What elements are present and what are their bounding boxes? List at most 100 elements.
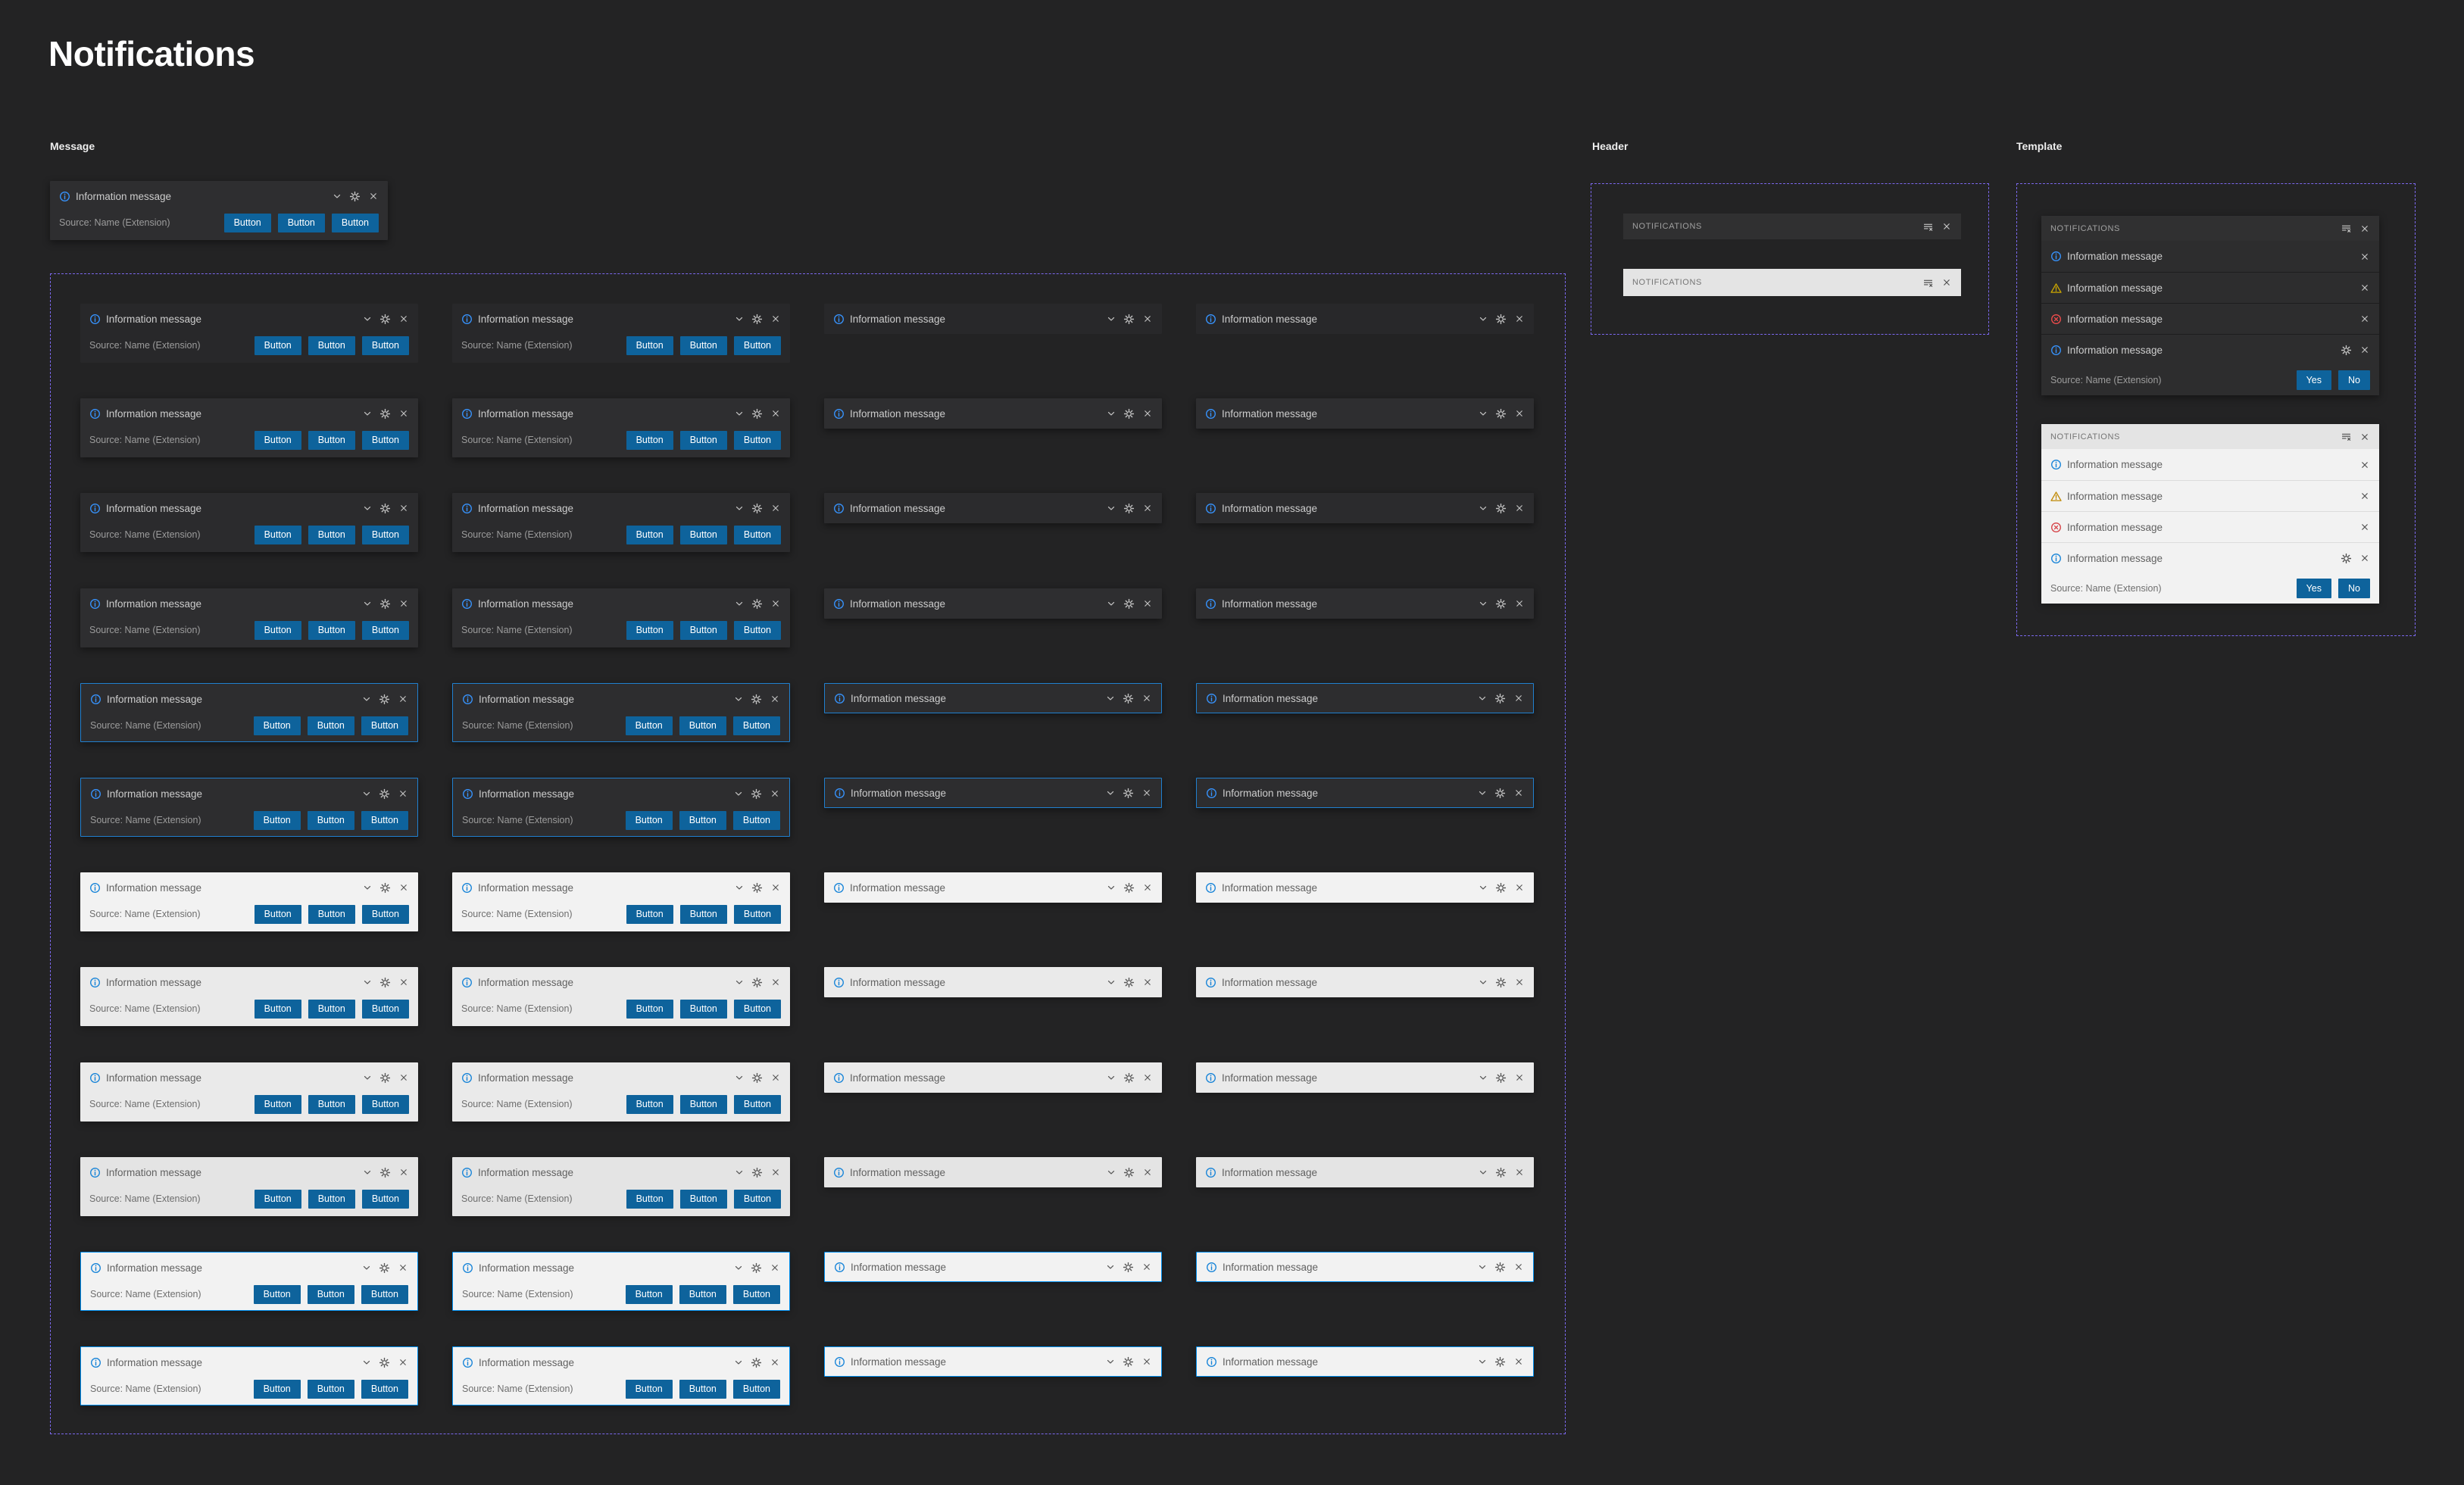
chevron-down-icon[interactable] (360, 597, 374, 611)
close-icon[interactable] (768, 312, 782, 326)
toast-action-button[interactable]: Button (308, 1189, 355, 1209)
toast-action-button[interactable]: Button (733, 1189, 781, 1209)
chevron-down-icon[interactable] (1104, 881, 1118, 895)
toast-action-button[interactable]: Button (679, 1284, 726, 1304)
toast-action-button[interactable]: Button (733, 1094, 781, 1114)
close-icon[interactable] (1939, 276, 1953, 290)
close-icon[interactable] (767, 1261, 782, 1275)
toast-action-button[interactable]: Button (307, 1284, 354, 1304)
close-icon[interactable] (768, 881, 782, 895)
gear-icon[interactable] (1121, 1260, 1135, 1274)
close-icon[interactable] (1140, 597, 1154, 611)
gear-icon[interactable] (1494, 597, 1508, 611)
close-icon[interactable] (1512, 975, 1526, 990)
chevron-down-icon[interactable] (1475, 1355, 1489, 1369)
toast-action-button[interactable]: Button (308, 430, 355, 450)
toast-action-button[interactable]: Button (733, 335, 781, 355)
toast-action-button[interactable]: Button (253, 1284, 301, 1304)
gear-icon[interactable] (1122, 1165, 1136, 1180)
chevron-down-icon[interactable] (1103, 786, 1117, 800)
gear-icon[interactable] (2339, 343, 2353, 357)
toast-action-button[interactable]: Button (307, 1379, 354, 1399)
toast-action-button[interactable]: Button (733, 904, 781, 924)
gear-icon[interactable] (378, 597, 392, 611)
toast-action-button[interactable]: Button (625, 810, 673, 830)
gear-icon[interactable] (377, 787, 392, 801)
chevron-down-icon[interactable] (732, 501, 746, 516)
chevron-down-icon[interactable] (732, 597, 746, 611)
toast-action-button[interactable]: Button (361, 525, 409, 544)
close-icon[interactable] (768, 1071, 782, 1085)
toast-action-button[interactable]: Button (308, 525, 355, 544)
close-icon[interactable] (396, 407, 411, 421)
close-icon[interactable] (1140, 881, 1154, 895)
toast-action-button[interactable]: Button (361, 810, 408, 830)
close-icon[interactable] (2357, 489, 2372, 504)
toast-action-button[interactable]: Button (254, 904, 301, 924)
chevron-down-icon[interactable] (360, 407, 374, 421)
chevron-down-icon[interactable] (1476, 881, 1490, 895)
toast-action-button[interactable]: Button (679, 1379, 726, 1399)
close-icon[interactable] (396, 1071, 411, 1085)
toast-action-button[interactable]: Button (626, 335, 673, 355)
close-icon[interactable] (1512, 597, 1526, 611)
toast-action-button[interactable]: Button (679, 716, 726, 735)
gear-icon[interactable] (1494, 881, 1508, 895)
chevron-down-icon[interactable] (732, 1071, 746, 1085)
toast-action-button[interactable]: Button (626, 1094, 673, 1114)
close-icon[interactable] (2357, 221, 2372, 236)
gear-icon[interactable] (750, 597, 764, 611)
close-icon[interactable] (1512, 1071, 1526, 1085)
gear-icon[interactable] (1493, 691, 1507, 706)
yes-button[interactable]: Yes (2296, 370, 2332, 390)
toast-action-button[interactable]: Button (733, 999, 781, 1019)
toast-action-button[interactable]: Button (733, 430, 781, 450)
chevron-down-icon[interactable] (732, 881, 746, 895)
gear-icon[interactable] (377, 1356, 392, 1370)
toast-action-button[interactable]: Button (308, 1094, 355, 1114)
toast-action-button[interactable]: Button (361, 1189, 409, 1209)
chevron-down-icon[interactable] (1475, 691, 1489, 706)
gear-icon[interactable] (1122, 597, 1136, 611)
close-icon[interactable] (767, 787, 782, 801)
clear-all-icon[interactable] (2339, 221, 2353, 236)
toast-action-button[interactable]: Button (361, 1379, 408, 1399)
close-icon[interactable] (395, 1356, 410, 1370)
gear-icon[interactable] (750, 975, 764, 990)
gear-icon[interactable] (750, 1165, 764, 1180)
chevron-down-icon[interactable] (1104, 407, 1118, 421)
close-icon[interactable] (1140, 1071, 1154, 1085)
chevron-down-icon[interactable] (1476, 1165, 1490, 1180)
gear-icon[interactable] (348, 189, 362, 204)
close-icon[interactable] (1512, 1165, 1526, 1180)
gear-icon[interactable] (378, 312, 392, 326)
close-icon[interactable] (395, 1261, 410, 1275)
toast-action-button[interactable]: Button (361, 904, 409, 924)
chevron-down-icon[interactable] (1103, 1260, 1117, 1274)
chevron-down-icon[interactable] (731, 692, 745, 707)
close-icon[interactable] (1140, 975, 1154, 990)
chevron-down-icon[interactable] (1476, 407, 1490, 421)
gear-icon[interactable] (1121, 1355, 1135, 1369)
yes-button[interactable]: Yes (2296, 579, 2332, 598)
gear-icon[interactable] (749, 787, 764, 801)
gear-icon[interactable] (1122, 975, 1136, 990)
gear-icon[interactable] (1122, 1071, 1136, 1085)
close-icon[interactable] (1511, 1260, 1526, 1274)
chevron-down-icon[interactable] (1476, 312, 1490, 326)
close-icon[interactable] (2357, 457, 2372, 472)
close-icon[interactable] (395, 692, 410, 707)
chevron-down-icon[interactable] (732, 1165, 746, 1180)
close-icon[interactable] (2357, 551, 2372, 566)
chevron-down-icon[interactable] (1104, 975, 1118, 990)
close-icon[interactable] (396, 975, 411, 990)
close-icon[interactable] (1140, 1165, 1154, 1180)
close-icon[interactable] (1512, 407, 1526, 421)
toast-action-button[interactable]: Button (331, 213, 379, 232)
close-icon[interactable] (2357, 281, 2372, 295)
close-icon[interactable] (768, 1165, 782, 1180)
chevron-down-icon[interactable] (1475, 1260, 1489, 1274)
toast-action-button[interactable]: Button (732, 810, 780, 830)
close-icon[interactable] (767, 692, 782, 707)
chevron-down-icon[interactable] (1104, 597, 1118, 611)
